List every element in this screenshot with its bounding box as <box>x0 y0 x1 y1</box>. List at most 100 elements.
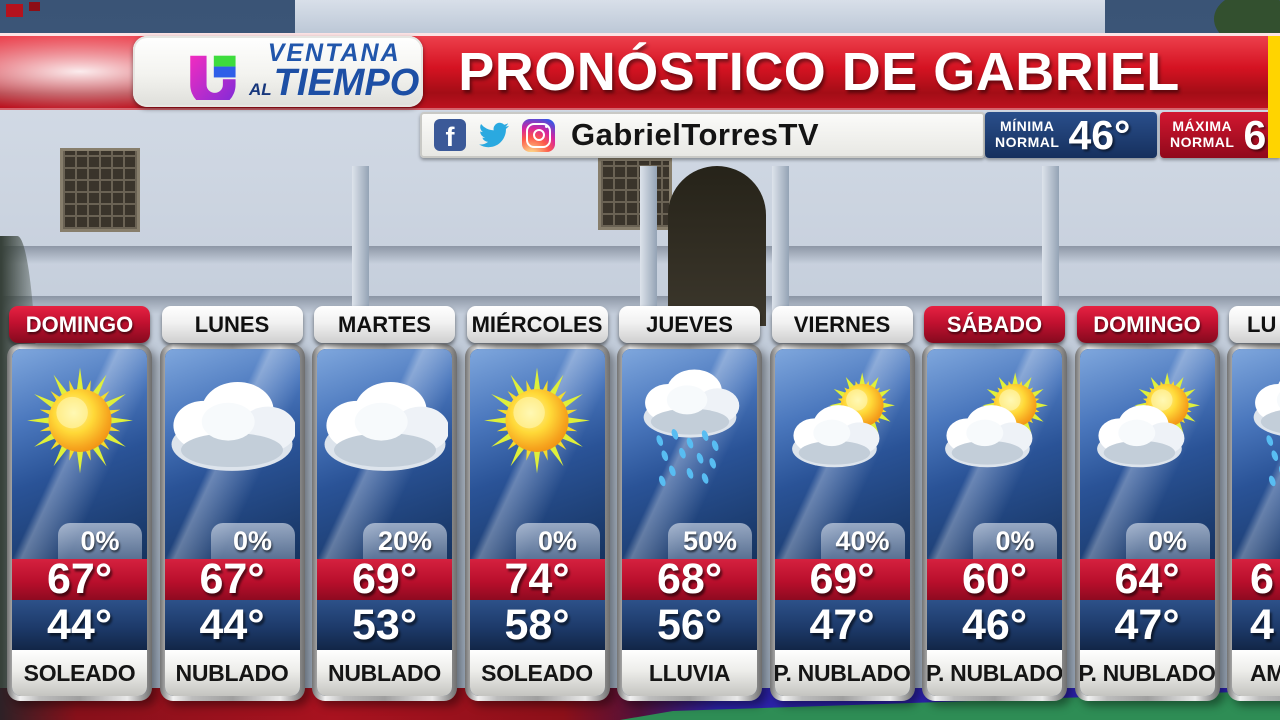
building-window <box>598 158 672 230</box>
weather-icon <box>474 353 600 503</box>
high-temp: 67° <box>12 555 147 603</box>
univision-logo <box>190 55 236 100</box>
instagram-icon <box>522 118 555 152</box>
precip-chance-badge: 0% <box>973 523 1057 559</box>
precip-chance-badge: 40% <box>820 523 905 559</box>
condition-label: AM S <box>1232 650 1280 696</box>
day-name-header: DOMINGO <box>1076 306 1218 343</box>
condition-label: P. NUBLADO <box>774 650 910 696</box>
day-panel: 50% 68° 56° LLUVIA <box>617 344 762 701</box>
forecast-day-column: DOMINGO 0% 64° 47° P. NUBLADO <box>1074 306 1220 702</box>
low-temp: 4 <box>1232 600 1280 650</box>
high-temp: 60° <box>927 555 1062 603</box>
high-temp: 67° <box>164 555 300 603</box>
day-panel: 0% 67° 44° SOLEADO <box>7 344 152 701</box>
day-name-header: SÁBADO <box>924 306 1065 343</box>
condition-label: P. NUBLADO <box>927 650 1062 696</box>
weather-icon-area: 50% <box>622 349 757 559</box>
corner-red-shape <box>6 4 23 17</box>
condition-label: LLUVIA <box>622 650 757 696</box>
precip-chance-badge: 0% <box>58 523 142 559</box>
weather-icon-area: 0% <box>1079 349 1215 559</box>
weather-icon-area: 0% <box>164 349 300 559</box>
weather-icon <box>1237 353 1280 503</box>
condition-label: SOLEADO <box>469 650 605 696</box>
show-name-al: AL <box>249 80 272 99</box>
weather-icon-area: 0% <box>469 349 605 559</box>
condition-label: SOLEADO <box>12 650 147 696</box>
forecast-day-column: DOMINGO 0% 67° 44° SOLEADO <box>7 306 152 702</box>
high-temp: 64° <box>1079 555 1215 603</box>
precip-chance-badge: 0% <box>210 523 295 559</box>
day-panel: 0% 74° 58° SOLEADO <box>464 344 610 701</box>
maxima-label: MÁXIMA NORMAL <box>1170 118 1235 150</box>
precip-chance-badge: 0% <box>1125 523 1210 559</box>
precip-chance-badge: 0% <box>515 523 600 559</box>
day-panel: 0% 67° 44° NUBLADO <box>159 344 305 701</box>
minima-value: 46° <box>1068 111 1131 158</box>
day-name-header: MIÉRCOLES <box>466 306 608 343</box>
low-temp: 53° <box>317 600 452 650</box>
day-panel: 40% 69° 47° P. NUBLADO <box>769 344 915 701</box>
high-temp: 6 <box>1232 555 1280 603</box>
forecast-day-column: VIERNES 40% 69° 47° P. NUBLADO <box>769 306 915 702</box>
yellow-edge-strip <box>1268 36 1280 158</box>
precip-chance-badge: 20% <box>363 523 447 559</box>
weather-icon <box>169 353 297 503</box>
high-temp: 74° <box>469 555 605 603</box>
forecast-day-column: MARTES 20% 69° 53° NUBLADO <box>312 306 457 702</box>
header-banner: PRONÓSTICO DE GABRIEL VENTANA AL TIEMPO <box>0 33 1280 110</box>
show-logo-lozenge: VENTANA AL TIEMPO <box>133 36 423 107</box>
building-pilaster <box>1042 166 1059 328</box>
weather-icon-area: 0% <box>12 349 147 559</box>
day-panel: 6 4 AM S <box>1227 344 1280 701</box>
building-pilaster <box>772 166 789 328</box>
day-name-header: DOMINGO <box>9 306 150 343</box>
low-temp: 56° <box>622 600 757 650</box>
instagram-frame <box>526 122 551 148</box>
low-temp: 47° <box>1079 600 1215 650</box>
day-panel: 0% 64° 47° P. NUBLADO <box>1074 344 1220 701</box>
day-panel: 0% 60° 46° P. NUBLADO <box>922 344 1067 701</box>
weather-icon-area <box>1232 349 1280 559</box>
low-temp: 44° <box>164 600 300 650</box>
social-bar: f GabrielTorresTV <box>420 112 985 158</box>
low-temp: 47° <box>774 600 910 650</box>
maxima-value: 6 <box>1243 111 1267 158</box>
weather-icon <box>779 353 905 503</box>
weather-icon-area: 40% <box>774 349 910 559</box>
maxima-normal-panel: MÁXIMA NORMAL 6 <box>1160 112 1280 158</box>
weather-icon <box>322 353 449 503</box>
minima-label: MÍNIMA NORMAL <box>995 118 1060 150</box>
building-pilaster <box>640 166 657 328</box>
day-panel: 20% 69° 53° NUBLADO <box>312 344 457 701</box>
forecast-day-column: JUEVES 50% 68° 56° LLUVIA <box>617 306 762 702</box>
weather-icon <box>932 353 1058 503</box>
low-temp: 58° <box>469 600 605 650</box>
day-name-header: VIERNES <box>771 306 913 343</box>
show-name-tiempo: TIEMPO <box>273 62 420 104</box>
low-temp: 44° <box>12 600 147 650</box>
high-temp: 69° <box>774 555 910 603</box>
corner-red-shape <box>29 2 40 11</box>
weather-icon-area: 0% <box>927 349 1062 559</box>
building-parapet <box>295 0 1105 36</box>
show-name-ventana: VENTANA <box>267 39 401 67</box>
condition-label: NUBLADO <box>164 650 300 696</box>
building-doorway <box>668 166 766 326</box>
social-handle: GabrielTorresTV <box>571 117 820 152</box>
building-window <box>60 148 140 232</box>
minima-normal-panel: MÍNIMA NORMAL 46° <box>985 112 1157 158</box>
forecast-day-column: LU 6 4 AM S <box>1227 306 1280 702</box>
weather-icon-area: 20% <box>317 349 452 559</box>
condition-label: NUBLADO <box>317 650 452 696</box>
twitter-icon <box>479 122 509 148</box>
day-name-header: LU <box>1229 306 1280 343</box>
building-pilaster <box>352 166 369 328</box>
condition-label: P. NUBLADO <box>1079 650 1215 696</box>
day-name-header: MARTES <box>314 306 455 343</box>
forecast-day-column: SÁBADO 0% 60° 46° P. NUBLADO <box>922 306 1067 702</box>
weather-icon <box>17 353 143 503</box>
forecast-day-column: LUNES 0% 67° 44° NUBLADO <box>159 306 305 702</box>
